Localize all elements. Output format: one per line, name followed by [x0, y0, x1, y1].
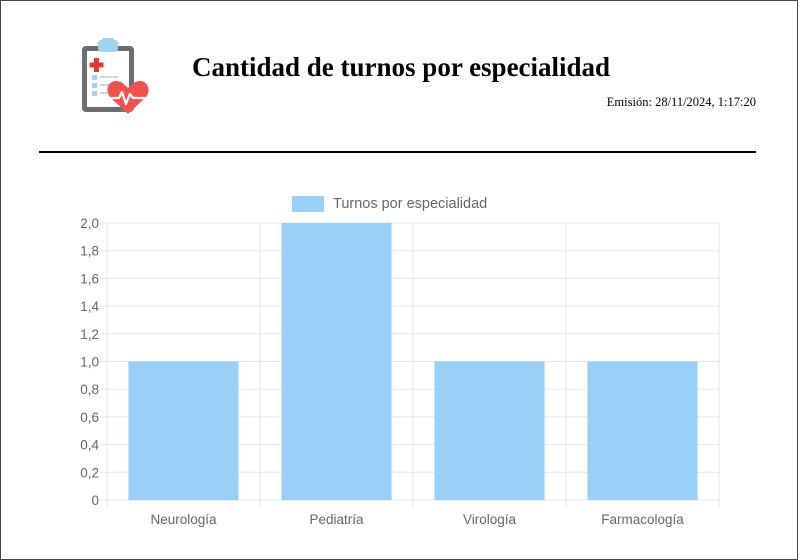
- bar: [281, 223, 392, 500]
- medical-clipboard-heart-icon: [82, 38, 149, 114]
- y-tick-label: 2,0: [80, 216, 99, 231]
- bar-chart: 0 0,2 0,4 0,6 0,8 1,0 1,2 1,4 1,6 1,8 2,0 Neurologí…: [80, 216, 720, 527]
- bar: [587, 361, 698, 500]
- y-tick-label: 0,6: [80, 410, 99, 425]
- y-tick-label: 1,0: [80, 355, 99, 370]
- y-tick-label: 1,2: [80, 327, 99, 342]
- x-tick-label: Farmacología: [601, 512, 684, 527]
- x-tick-label: Neurología: [150, 512, 217, 527]
- header-divider: [39, 151, 756, 153]
- chart-legend[interactable]: Turnos por especialidad: [292, 196, 487, 212]
- y-tick-label: 0,2: [80, 465, 99, 480]
- bar: [128, 361, 239, 500]
- y-tick-label: 0,8: [80, 382, 99, 397]
- y-tick-label: 1,6: [80, 271, 99, 286]
- y-tick-label: 0: [91, 493, 99, 508]
- emission-label: Emisión:: [606, 95, 652, 109]
- bar: [434, 361, 545, 500]
- legend-label: Turnos por especialidad: [333, 196, 488, 212]
- report-title: Cantidad de turnos por especialidad: [192, 52, 611, 82]
- legend-swatch: [292, 196, 324, 212]
- emission-value: 28/11/2024, 1:17:20: [655, 95, 756, 109]
- emission-date: Emisión: 28/11/2024, 1:17:20: [607, 95, 756, 110]
- y-tick-label: 0,4: [80, 438, 99, 453]
- y-tick-label: 1,4: [80, 299, 99, 314]
- x-tick-label: Pediatría: [309, 512, 364, 527]
- x-tick-label: Virología: [463, 512, 517, 527]
- y-tick-label: 1,8: [80, 244, 99, 259]
